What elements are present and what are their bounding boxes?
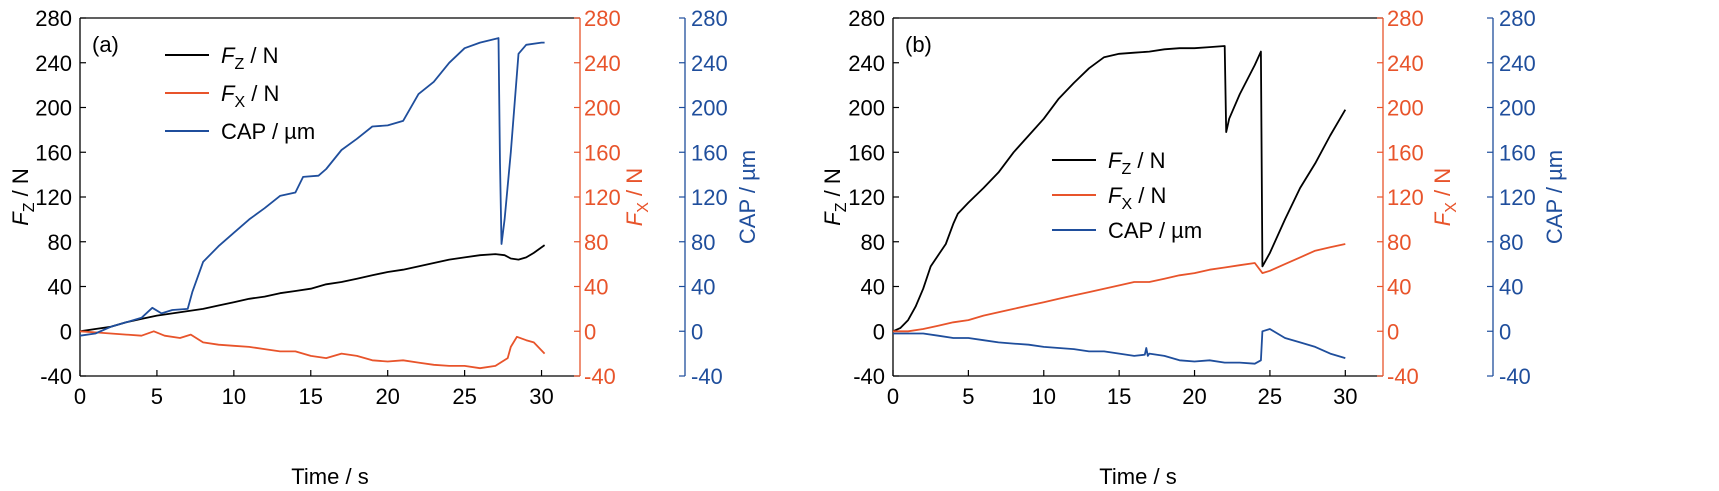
y-axis-label-left: FZ / N (8, 168, 38, 225)
y-tick-label-cap: 280 (691, 6, 728, 31)
y-tick-label-fx: 160 (584, 140, 621, 165)
y-tick-label-left: 80 (861, 230, 885, 255)
legend-label-cap: CAP / µm (221, 119, 315, 144)
y-tick-label-fx: 160 (1387, 140, 1424, 165)
y-tick-label-left: 120 (848, 185, 885, 210)
y-tick-label-cap: 240 (691, 51, 728, 76)
y-tick-label-fx: 280 (584, 6, 621, 31)
y-tick-label-left: 280 (848, 6, 885, 31)
x-tick-label: 20 (375, 384, 399, 409)
y-tick-label-cap: 40 (691, 275, 715, 300)
y-tick-label-cap: -40 (691, 364, 723, 389)
y-tick-label-fx: 200 (584, 96, 621, 121)
y-tick-label-left: 0 (60, 319, 72, 344)
y-tick-label-fx: 120 (584, 185, 621, 210)
y-tick-label-left: 40 (861, 275, 885, 300)
x-tick-label: 15 (299, 384, 323, 409)
x-tick-label: 5 (151, 384, 163, 409)
y-tick-label-left: -40 (40, 364, 72, 389)
series-line-cap (79, 37, 545, 337)
x-axis-label: Time / s (1099, 464, 1176, 489)
y-tick-label-cap: 200 (691, 96, 728, 121)
y-axis-label-left: FZ / N (820, 168, 850, 225)
y-tick-label-fx: 0 (584, 319, 596, 344)
y-tick-label-cap: 40 (1499, 275, 1523, 300)
x-tick-label: 15 (1107, 384, 1131, 409)
y-tick-label-fx: 40 (1387, 275, 1411, 300)
y-tick-label-left: 280 (35, 6, 72, 31)
y-tick-label-left: 80 (48, 230, 72, 255)
y-tick-label-left: 40 (48, 275, 72, 300)
y-tick-label-fx: 280 (1387, 6, 1424, 31)
legend-label-fz: FZ / N (221, 43, 278, 73)
y-tick-label-left: 0 (873, 319, 885, 344)
y-tick-label-cap: 0 (1499, 319, 1511, 344)
series-line-cap (893, 328, 1346, 365)
x-tick-label: 10 (222, 384, 246, 409)
y-tick-label-cap: 240 (1499, 51, 1536, 76)
y-tick-label-left: 200 (35, 96, 72, 121)
panel-label: (a) (92, 32, 119, 57)
y-tick-label-fx: 240 (584, 51, 621, 76)
y-tick-label-left: 120 (35, 185, 72, 210)
y-tick-label-cap: 280 (1499, 6, 1536, 31)
y-tick-label-left: 200 (848, 96, 885, 121)
y-tick-label-left: 160 (848, 140, 885, 165)
y-tick-label-cap: 80 (1499, 230, 1523, 255)
y-tick-label-fx: -40 (584, 364, 616, 389)
series-line-fz (79, 244, 546, 333)
y-tick-label-cap: 120 (1499, 185, 1536, 210)
y-axis-label-fx: FX / N (622, 168, 652, 226)
x-axis-label: Time / s (291, 464, 368, 489)
y-tick-label-fx: 240 (1387, 51, 1424, 76)
y-tick-label-cap: 160 (1499, 140, 1536, 165)
y-tick-label-left: 160 (35, 140, 72, 165)
x-tick-label: 30 (1333, 384, 1357, 409)
y-tick-label-cap: 0 (691, 319, 703, 344)
legend-label-cap: CAP / µm (1108, 218, 1202, 243)
x-tick-label: 25 (1258, 384, 1282, 409)
x-tick-label: 5 (962, 384, 974, 409)
y-tick-label-left: 240 (35, 51, 72, 76)
x-tick-label: 20 (1182, 384, 1206, 409)
y-axis-label-fx: FX / N (1430, 168, 1460, 226)
x-tick-label: 30 (529, 384, 553, 409)
legend-label-fz: FZ / N (1108, 148, 1165, 178)
y-tick-label-left: -40 (853, 364, 885, 389)
y-tick-label-cap: -40 (1499, 364, 1531, 389)
y-tick-label-fx: 200 (1387, 96, 1424, 121)
y-axis-label-cap: CAP / µm (735, 150, 760, 244)
x-tick-label: 0 (74, 384, 86, 409)
y-axis-label-cap: CAP / µm (1542, 150, 1567, 244)
series-line-fx (893, 243, 1346, 333)
series-line-fz (892, 45, 1347, 333)
y-tick-label-fx: -40 (1387, 364, 1419, 389)
y-tick-label-cap: 200 (1499, 96, 1536, 121)
legend-label-fx: FX / N (1108, 183, 1166, 213)
y-tick-label-fx: 0 (1387, 319, 1399, 344)
x-tick-label: 25 (452, 384, 476, 409)
x-tick-label: 10 (1032, 384, 1056, 409)
y-tick-label-fx: 40 (584, 275, 608, 300)
legend-label-fx: FX / N (221, 81, 279, 111)
y-tick-label-fx: 80 (1387, 230, 1411, 255)
y-tick-label-fx: 80 (584, 230, 608, 255)
panel-label: (b) (905, 32, 932, 57)
y-tick-label-left: 240 (848, 51, 885, 76)
y-tick-label-cap: 80 (691, 230, 715, 255)
y-tick-label-fx: 120 (1387, 185, 1424, 210)
series-line-fx (79, 330, 546, 370)
x-tick-label: 0 (887, 384, 899, 409)
y-tick-label-cap: 160 (691, 140, 728, 165)
y-tick-label-cap: 120 (691, 185, 728, 210)
